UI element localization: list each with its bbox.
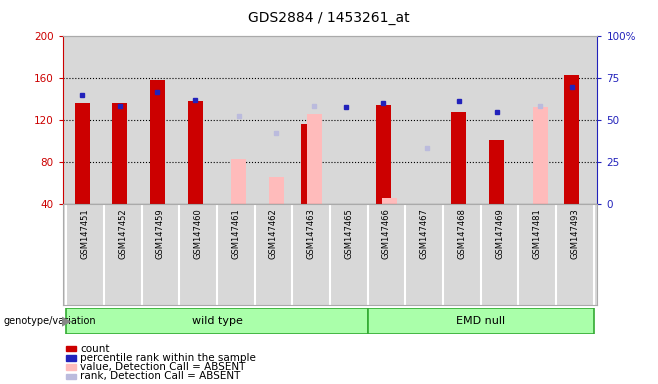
Text: value, Detection Call = ABSENT: value, Detection Call = ABSENT — [80, 362, 245, 372]
Bar — [489, 140, 504, 204]
Bar — [301, 124, 316, 204]
Bar — [150, 80, 165, 204]
Bar — [269, 177, 284, 204]
Text: GDS2884 / 1453261_at: GDS2884 / 1453261_at — [248, 11, 410, 25]
Text: GSM147460: GSM147460 — [193, 209, 203, 259]
Bar — [533, 108, 547, 204]
Bar — [451, 112, 467, 204]
Text: GSM147463: GSM147463 — [307, 209, 316, 260]
Text: genotype/variation: genotype/variation — [3, 316, 96, 326]
Bar — [376, 105, 391, 204]
FancyBboxPatch shape — [368, 308, 594, 334]
Bar — [231, 159, 246, 204]
Text: GSM147465: GSM147465 — [344, 209, 353, 259]
Bar — [113, 103, 127, 204]
Text: EMD null: EMD null — [456, 316, 505, 326]
Bar — [382, 198, 397, 204]
Text: GSM147459: GSM147459 — [156, 209, 165, 259]
Text: GSM147481: GSM147481 — [533, 209, 542, 259]
Bar — [74, 103, 89, 204]
Text: percentile rank within the sample: percentile rank within the sample — [80, 353, 256, 363]
Text: GSM147462: GSM147462 — [269, 209, 278, 259]
Text: wild type: wild type — [191, 316, 242, 326]
FancyBboxPatch shape — [66, 308, 368, 334]
Bar — [565, 75, 580, 204]
Text: GSM147493: GSM147493 — [570, 209, 579, 259]
Text: GSM147452: GSM147452 — [118, 209, 127, 259]
Bar — [188, 101, 203, 204]
Text: GSM147461: GSM147461 — [232, 209, 240, 259]
Text: GSM147466: GSM147466 — [382, 209, 391, 260]
Text: ▶: ▶ — [62, 314, 72, 328]
Text: rank, Detection Call = ABSENT: rank, Detection Call = ABSENT — [80, 371, 241, 381]
Text: GSM147468: GSM147468 — [457, 209, 467, 260]
Bar — [307, 114, 322, 204]
Text: GSM147451: GSM147451 — [81, 209, 89, 259]
Text: GSM147467: GSM147467 — [420, 209, 428, 260]
Text: GSM147469: GSM147469 — [495, 209, 504, 259]
Text: count: count — [80, 344, 110, 354]
